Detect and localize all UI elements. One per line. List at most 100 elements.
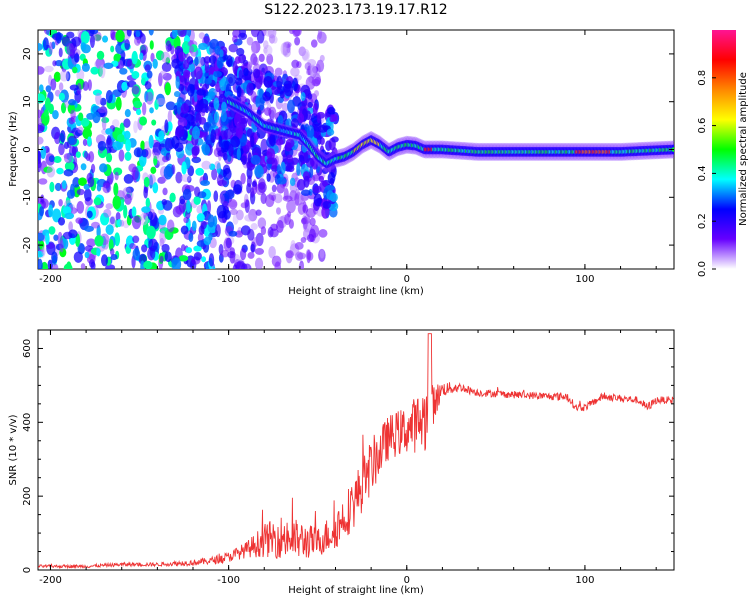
heatmap-cell [266, 147, 276, 161]
heatmap-cell [102, 182, 112, 194]
heatmap-cell [255, 75, 263, 90]
heatmap-cell [301, 48, 310, 62]
heatmap-cell [294, 241, 304, 250]
heatmap-cell [247, 60, 253, 72]
heatmap-cell [312, 185, 322, 194]
heatmap-cell [76, 188, 85, 196]
heatmap-cell [208, 163, 216, 171]
heatmap-cell [236, 85, 242, 98]
heatmap-cell [162, 72, 172, 81]
heatmap-cell [263, 40, 269, 50]
heatmap-cell [247, 251, 255, 259]
heatmap-cell [298, 262, 304, 269]
heatmap-cell [266, 53, 274, 65]
heatmap-cell [254, 257, 264, 269]
x-tick-label: -100 [217, 575, 240, 586]
heatmap-cell [193, 251, 202, 261]
heatmap-cell [110, 30, 115, 41]
heatmap-cell [173, 104, 178, 115]
heatmap-cell [38, 178, 48, 185]
spectrogram-heatmap [38, 30, 674, 269]
heatmap-cell [54, 131, 61, 145]
heatmap-cell [38, 109, 42, 119]
heatmap-cell [203, 236, 212, 246]
heatmap-cell [159, 237, 165, 248]
heatmap-cell [73, 251, 83, 263]
heatmap-cell [155, 50, 165, 61]
heatmap-cell [280, 42, 287, 55]
heatmap-cell [38, 258, 43, 269]
heatmap-cell [77, 126, 84, 134]
heatmap-cell [138, 213, 149, 226]
heatmap-cell [274, 261, 281, 269]
heatmap-cell [54, 182, 62, 192]
heatmap-cell [238, 69, 243, 81]
heatmap-cell [187, 83, 195, 97]
heatmap-cell [102, 35, 109, 43]
heatmap-cell [229, 251, 236, 264]
heatmap-cell [309, 166, 314, 178]
heatmap-cell [148, 134, 154, 149]
heatmap-cell [327, 106, 336, 115]
heatmap-cell [331, 113, 338, 122]
x-tick-label: 0 [404, 274, 410, 285]
colorbar-tick-label: 0.2 [697, 213, 708, 229]
heatmap-cell [147, 247, 156, 261]
heatmap-cell [309, 217, 316, 226]
heatmap-cell [81, 62, 90, 72]
heatmap-cell [184, 113, 194, 122]
heatmap-cell [115, 211, 121, 222]
heatmap-cell [84, 245, 94, 252]
heatmap-cell [165, 152, 171, 161]
heatmap-cell [63, 263, 73, 269]
heatmap-cell [38, 117, 43, 125]
heatmap-cell [197, 232, 204, 243]
heatmap-cell [71, 36, 81, 47]
heatmap-cell [161, 62, 172, 73]
heatmap-cell [90, 66, 99, 75]
heatmap-cell [263, 76, 273, 89]
heatmap-cell [45, 85, 52, 93]
heatmap-cell [194, 186, 201, 197]
heatmap-cell [80, 263, 86, 269]
heatmap-cell [251, 180, 257, 188]
heatmap-cell [110, 254, 118, 261]
heatmap-cell [318, 175, 325, 182]
heatmap-cell [49, 181, 55, 193]
heatmap-cell [260, 226, 267, 236]
heatmap-cell [318, 229, 328, 238]
heatmap-cell [252, 56, 259, 66]
heatmap-cell [171, 257, 182, 269]
heatmap-cell [180, 103, 189, 114]
heatmap-cell [250, 223, 258, 231]
heatmap-cell [183, 69, 191, 79]
heatmap-cell [69, 84, 79, 91]
heatmap-cell [80, 163, 87, 171]
heatmap-cell [64, 99, 70, 108]
heatmap-cell [244, 214, 254, 222]
heatmap-cell [48, 41, 53, 56]
heatmap-cell [238, 115, 246, 125]
heatmap-cell [256, 109, 262, 116]
heatmap-cell [298, 46, 307, 57]
heatmap-cell [141, 49, 147, 62]
heatmap-cell [165, 40, 172, 52]
heatmap-cell [128, 163, 137, 173]
heatmap-cell [269, 132, 276, 147]
heatmap-cell [38, 136, 44, 145]
heatmap-cell [176, 102, 181, 115]
heatmap-cell [234, 56, 241, 64]
heatmap-cell [44, 97, 51, 111]
heatmap-cell [199, 103, 209, 113]
heatmap-cell [229, 208, 238, 216]
heatmap-cell [52, 110, 59, 120]
heatmap-cell [86, 112, 95, 120]
colorbar-ticks: 0.0 0.2 0.4 0.6 0.8 [697, 70, 716, 277]
x-tick-label: 100 [575, 274, 594, 285]
heatmap-cell [115, 96, 122, 111]
heatmap-cell [132, 248, 141, 261]
heatmap-cell [267, 226, 274, 238]
heatmap-cell [145, 91, 154, 105]
heatmap-cell [149, 40, 154, 50]
heatmap-cell [159, 255, 164, 263]
